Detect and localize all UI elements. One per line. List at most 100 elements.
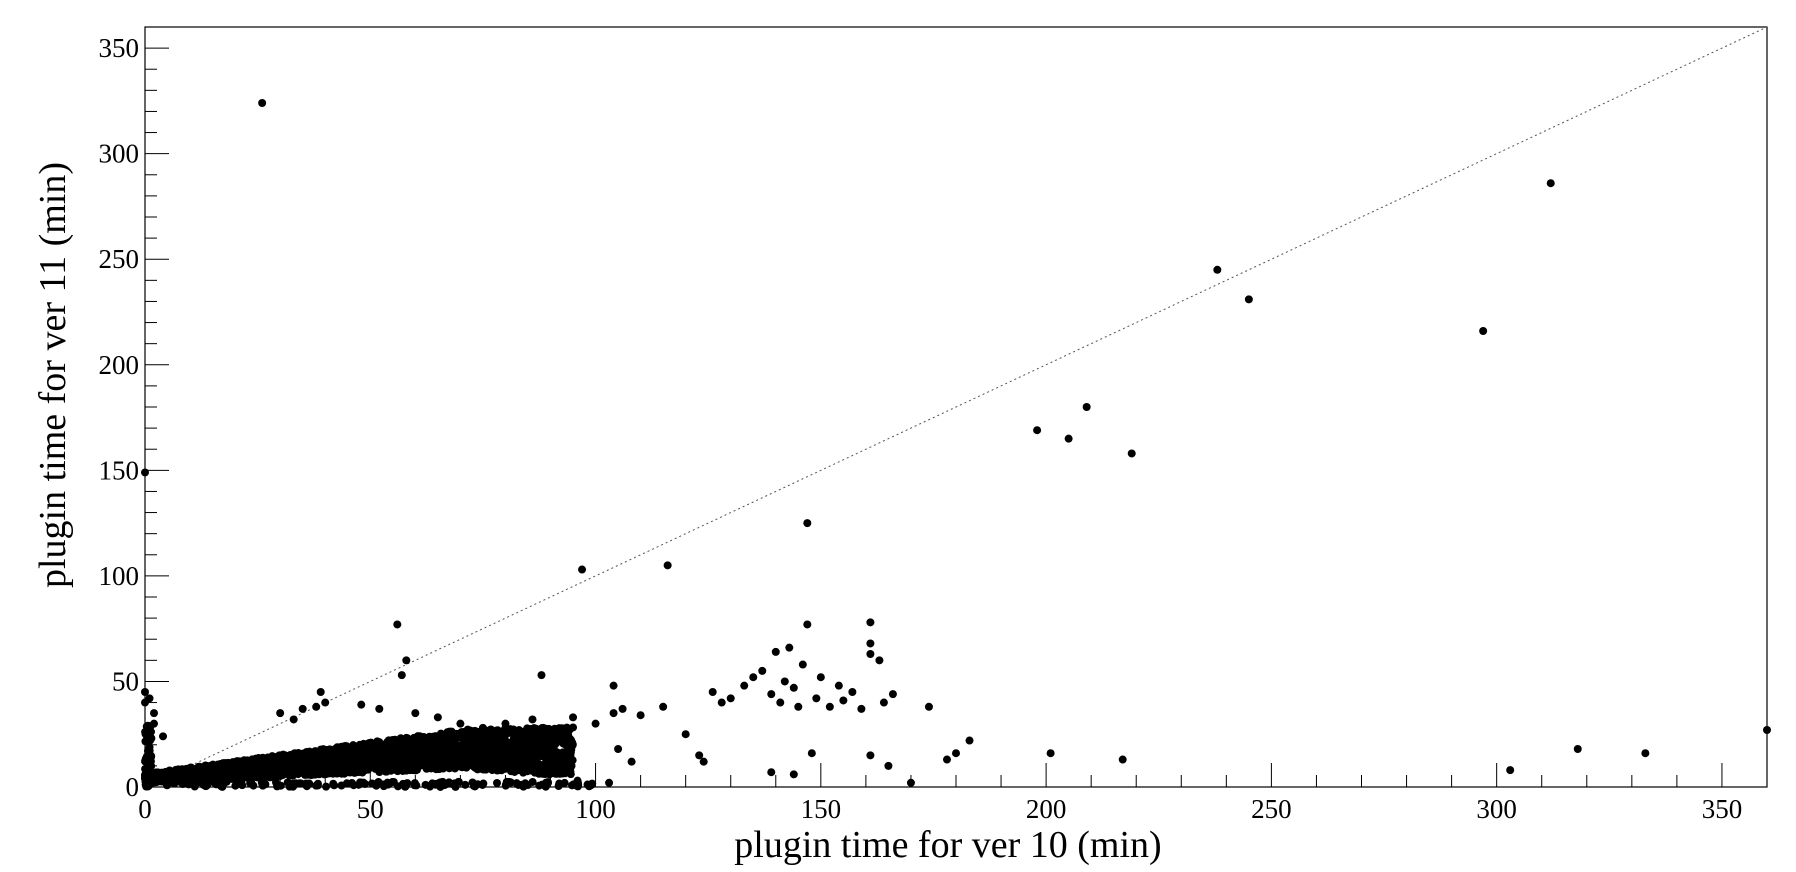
data-point — [767, 690, 776, 699]
data-point — [924, 702, 933, 711]
data-point — [329, 779, 338, 788]
data-point — [375, 704, 384, 713]
data-point — [758, 666, 767, 675]
data-point — [243, 759, 252, 768]
data-point — [419, 756, 428, 765]
data-point — [415, 739, 424, 748]
data-point — [478, 723, 487, 732]
data-point — [518, 759, 527, 768]
data-point — [413, 733, 422, 742]
data-point — [251, 754, 260, 763]
data-point — [289, 715, 298, 724]
data-point — [405, 745, 414, 754]
data-point — [952, 749, 960, 758]
data-point — [141, 468, 149, 477]
data-point — [459, 737, 468, 746]
data-point — [505, 728, 514, 737]
data-point — [422, 744, 431, 753]
data-point — [441, 752, 450, 761]
data-point — [785, 643, 794, 652]
data-point — [541, 782, 550, 791]
data-point — [816, 673, 825, 682]
data-point — [294, 768, 303, 777]
data-point — [276, 709, 285, 718]
data-point — [422, 736, 431, 745]
data-point — [767, 768, 776, 777]
data-point — [280, 764, 289, 773]
data-point — [387, 764, 396, 773]
data-point — [457, 760, 466, 769]
data-point — [392, 758, 401, 767]
data-point — [145, 746, 154, 755]
data-point — [202, 781, 211, 790]
data-point — [493, 765, 502, 774]
x-tick-label: 100 — [575, 794, 616, 824]
data-point — [866, 618, 875, 627]
data-point — [153, 768, 162, 777]
data-point — [1479, 327, 1488, 335]
data-point — [839, 696, 848, 705]
data-point — [528, 733, 537, 742]
data-point — [312, 702, 321, 711]
data-point — [438, 737, 447, 746]
x-tick-label: 50 — [357, 794, 384, 824]
data-point — [1082, 403, 1091, 411]
data-point — [178, 780, 187, 789]
data-point — [179, 765, 188, 774]
data-point — [1213, 265, 1222, 274]
data-point — [326, 756, 335, 765]
data-point — [258, 99, 267, 107]
data-point — [501, 719, 510, 728]
data-point — [454, 748, 463, 757]
data-point — [498, 746, 507, 755]
data-point — [236, 759, 245, 768]
data-point — [1064, 434, 1073, 443]
data-point — [250, 761, 259, 770]
data-point — [591, 719, 600, 728]
data-point — [555, 779, 564, 788]
data-point — [1244, 295, 1253, 304]
data-point — [888, 690, 897, 699]
data-point — [224, 759, 233, 768]
data-point — [469, 781, 478, 790]
data-point — [557, 734, 566, 743]
data-point — [1573, 745, 1582, 753]
data-point — [834, 681, 843, 690]
data-point — [807, 749, 816, 758]
data-point — [504, 743, 513, 752]
data-point — [1118, 755, 1127, 764]
x-tick-label: 0 — [138, 794, 152, 824]
data-point — [399, 740, 408, 749]
data-point — [374, 741, 383, 750]
data-point — [357, 700, 366, 709]
data-point — [780, 677, 789, 686]
data-point — [346, 761, 355, 770]
data-point — [379, 782, 388, 791]
data-point — [141, 737, 150, 746]
data-point — [532, 724, 541, 733]
data-point — [636, 711, 645, 720]
data-point — [461, 780, 470, 789]
data-point — [334, 746, 343, 755]
data-point — [445, 727, 454, 736]
data-point — [309, 749, 318, 758]
data-point — [316, 688, 325, 696]
data-point — [225, 771, 234, 780]
data-point — [549, 726, 558, 735]
data-point — [456, 719, 465, 728]
y-tick-label: 50 — [112, 666, 139, 696]
data-point — [663, 561, 672, 570]
data-point — [270, 752, 279, 761]
data-point — [560, 758, 569, 767]
data-point — [374, 777, 383, 786]
data-point — [345, 754, 354, 763]
data-point — [812, 694, 821, 703]
data-point — [342, 779, 351, 788]
data-point — [402, 656, 411, 665]
data-point — [771, 647, 780, 656]
data-point — [537, 671, 546, 680]
data-point — [470, 756, 479, 765]
data-point — [540, 728, 549, 737]
data-point — [322, 782, 331, 791]
